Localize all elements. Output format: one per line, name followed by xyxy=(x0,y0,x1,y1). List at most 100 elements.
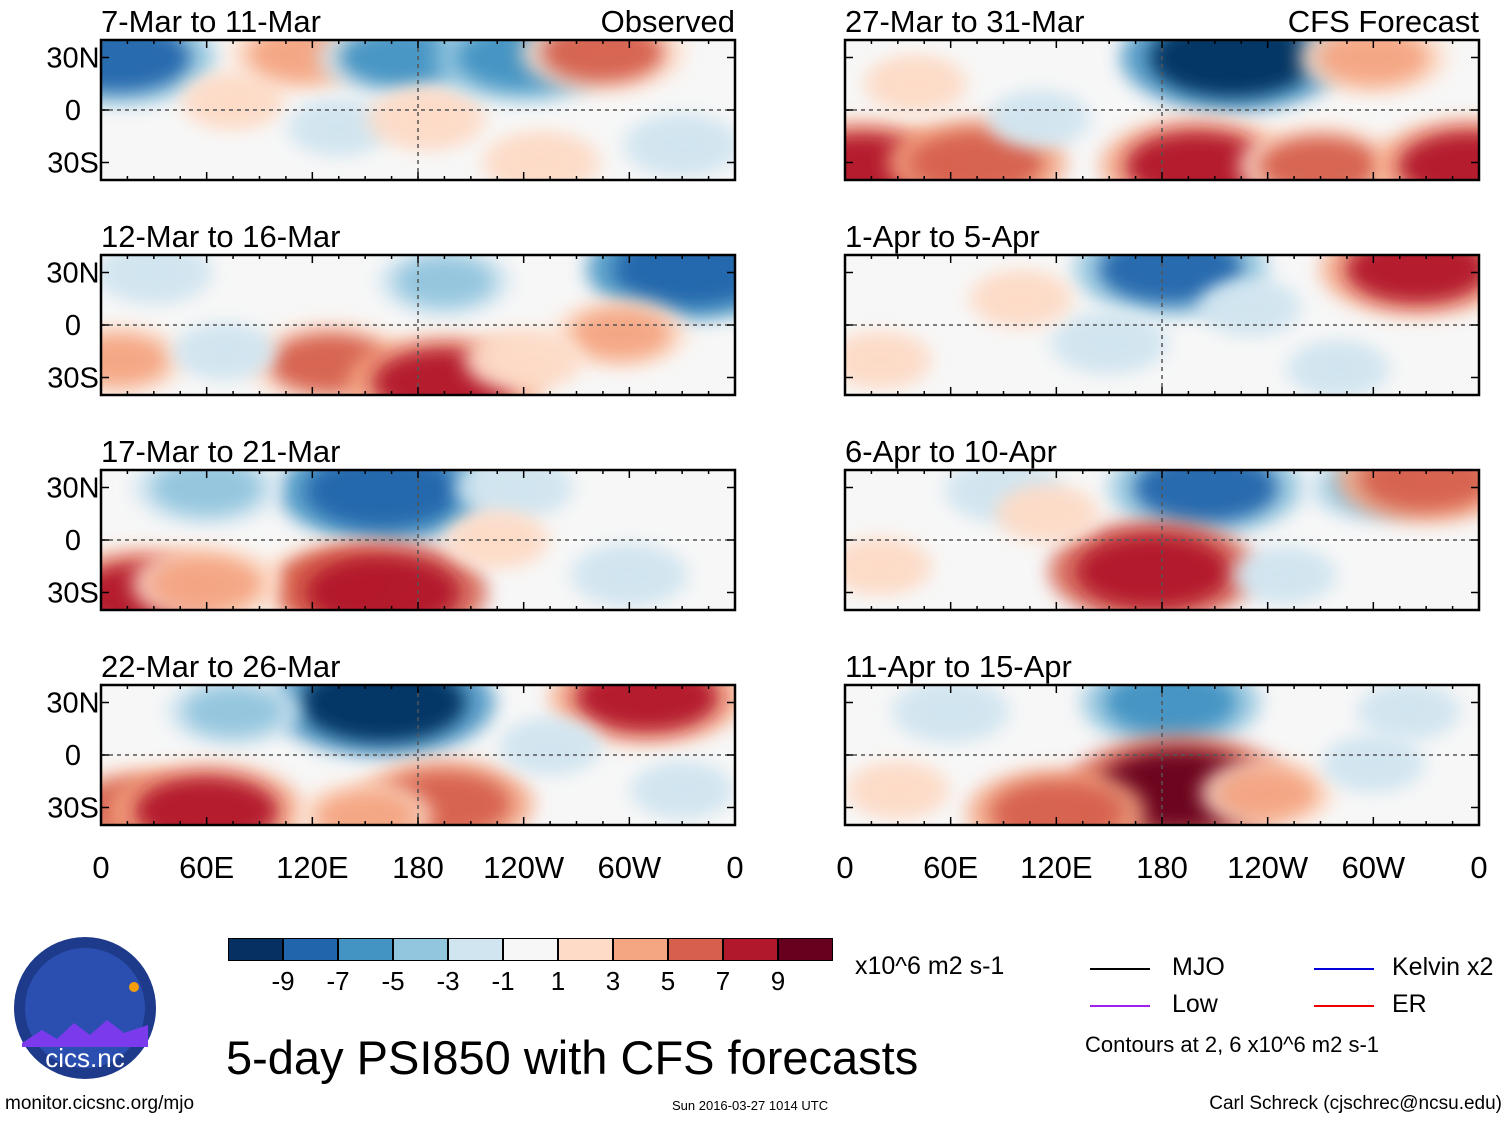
lon-tick-label: 60W xyxy=(1341,850,1405,885)
anomaly-core xyxy=(151,555,263,610)
anomaly-core xyxy=(479,336,569,384)
colorbar-tick-label: 7 xyxy=(715,966,731,996)
logo-mountains-icon xyxy=(22,1020,148,1047)
anomaly-field xyxy=(101,685,735,825)
colorbar-box xyxy=(613,938,668,961)
lat-tick-label: 30S xyxy=(47,363,99,395)
colorbar-tick-label: 5 xyxy=(660,966,676,996)
colorbar-box xyxy=(668,938,723,961)
legend-label-low: Low xyxy=(1172,990,1218,1018)
lat-tick-label: 30N xyxy=(46,43,99,75)
lon-tick-label: 180 xyxy=(392,850,444,885)
anomaly-core xyxy=(1345,255,1479,305)
colorbar: -9 -7 -5 -3 -1 1 3 5 7 9 xyxy=(228,938,834,998)
anomaly-core xyxy=(574,685,719,733)
anomaly-field xyxy=(845,40,1479,180)
logo-text: cics.nc xyxy=(45,1043,124,1073)
colorbar-box xyxy=(283,938,338,961)
anomaly-core xyxy=(496,139,586,180)
legend-line-low xyxy=(1090,1005,1150,1007)
panel-4: 1-Apr to 5-Apr xyxy=(843,219,1481,397)
lat-tick-label: 30S xyxy=(47,148,99,180)
colorbar-box xyxy=(778,938,833,961)
anomaly-core xyxy=(151,470,263,516)
anomaly-core xyxy=(1008,492,1087,535)
lon-tick-label: 120W xyxy=(483,850,565,885)
anomaly-core xyxy=(845,339,920,381)
panel-tag: CFS Forecast xyxy=(1288,4,1480,39)
panel-tag: Observed xyxy=(601,4,735,39)
anomaly-core xyxy=(1259,135,1382,180)
panel-period-title: 17-Mar to 21-Mar xyxy=(101,434,340,469)
panel-6: 6-Apr to 10-Apr xyxy=(843,434,1481,612)
lon-tick-label: 0 xyxy=(726,850,743,885)
lon-tick-label: 120W xyxy=(1227,850,1309,885)
colorbar-tick-label: -9 xyxy=(271,966,295,996)
panel-1: 7-Mar to 11-Mar Observed 30N 0 30S xyxy=(46,4,737,182)
lat-tick-label: 0 xyxy=(65,740,81,772)
anomaly-core xyxy=(194,80,273,123)
panel-period-title: 27-Mar to 31-Mar xyxy=(845,4,1084,39)
panel-period-title: 12-Mar to 16-Mar xyxy=(101,219,340,254)
anomaly-core xyxy=(109,255,199,296)
anomaly-core xyxy=(982,277,1061,320)
anomaly-core xyxy=(613,255,735,307)
figure-canvas: 7-Mar to 11-Mar Observed 30N 0 30S 27-Mar to … xyxy=(46,4,1487,885)
colorbar-tick-label: -5 xyxy=(381,966,405,996)
colorbar-box xyxy=(448,938,503,961)
colorbar-tick-label: -3 xyxy=(436,966,460,996)
anomaly-core xyxy=(511,725,590,768)
legend-line-er xyxy=(1314,1005,1374,1007)
anomaly-core xyxy=(470,470,560,511)
anomaly-field xyxy=(101,40,735,180)
anomaly-core xyxy=(299,685,466,743)
anomaly-core xyxy=(845,545,920,588)
anomaly-field xyxy=(101,470,690,610)
anomaly-core xyxy=(1359,470,1479,512)
anomaly-core xyxy=(299,106,378,149)
panel-period-title: 6-Apr to 10-Apr xyxy=(845,434,1057,469)
anomaly-core xyxy=(570,308,671,360)
anomaly-field xyxy=(101,255,735,395)
lat-tick-label: 30S xyxy=(47,578,99,610)
colorbar-box xyxy=(393,938,448,961)
footer-timestamp: Sun 2016-03-27 1014 UTC xyxy=(672,1098,829,1113)
anomaly-core xyxy=(999,97,1078,140)
anomaly-core xyxy=(1064,319,1154,366)
panel-period-title: 7-Mar to 11-Mar xyxy=(101,4,321,39)
anomaly-core xyxy=(989,779,1123,825)
colorbar-box xyxy=(338,938,393,961)
anomaly-core xyxy=(637,121,727,169)
colorbar-box xyxy=(723,938,778,961)
anomaly-core xyxy=(906,688,996,735)
anomaly-core xyxy=(315,790,416,825)
anomaly-core xyxy=(643,769,722,811)
lat-tick-label: 30N xyxy=(46,473,99,505)
anomaly-core xyxy=(1134,470,1279,523)
lon-tick-label: 60E xyxy=(179,850,234,885)
anomaly-core xyxy=(584,551,674,599)
panel-8: 11-Apr to 15-Apr 0 60E 120E 180 120W 60W 0 xyxy=(836,649,1487,885)
anomaly-core xyxy=(305,470,461,529)
anomaly-core xyxy=(1334,742,1413,785)
lat-tick-label: 30N xyxy=(46,688,99,720)
contour-note: Contours at 2, 6 x10^6 m2 s-1 xyxy=(1085,1032,1380,1057)
anomaly-field xyxy=(845,255,1479,395)
panel-period-title: 22-Mar to 26-Mar xyxy=(101,649,340,684)
anomaly-core xyxy=(1125,130,1270,180)
anomaly-core xyxy=(1369,690,1448,733)
lon-tick-label: 60W xyxy=(597,850,661,885)
anomaly-core xyxy=(394,255,495,307)
panel-period-title: 11-Apr to 15-Apr xyxy=(845,649,1072,684)
anomaly-core xyxy=(185,330,264,373)
anomaly-core xyxy=(1149,40,1316,98)
colorbar-tick-label: 3 xyxy=(605,966,621,996)
footer-url[interactable]: monitor.cicsnc.org/mjo xyxy=(5,1093,195,1114)
lat-tick-label: 0 xyxy=(65,310,81,342)
anomaly-core xyxy=(101,334,169,386)
colorbar-box xyxy=(503,938,558,961)
colorbar-units: x10^6 m2 s-1 xyxy=(855,952,1005,980)
anomaly-core xyxy=(1299,347,1378,390)
